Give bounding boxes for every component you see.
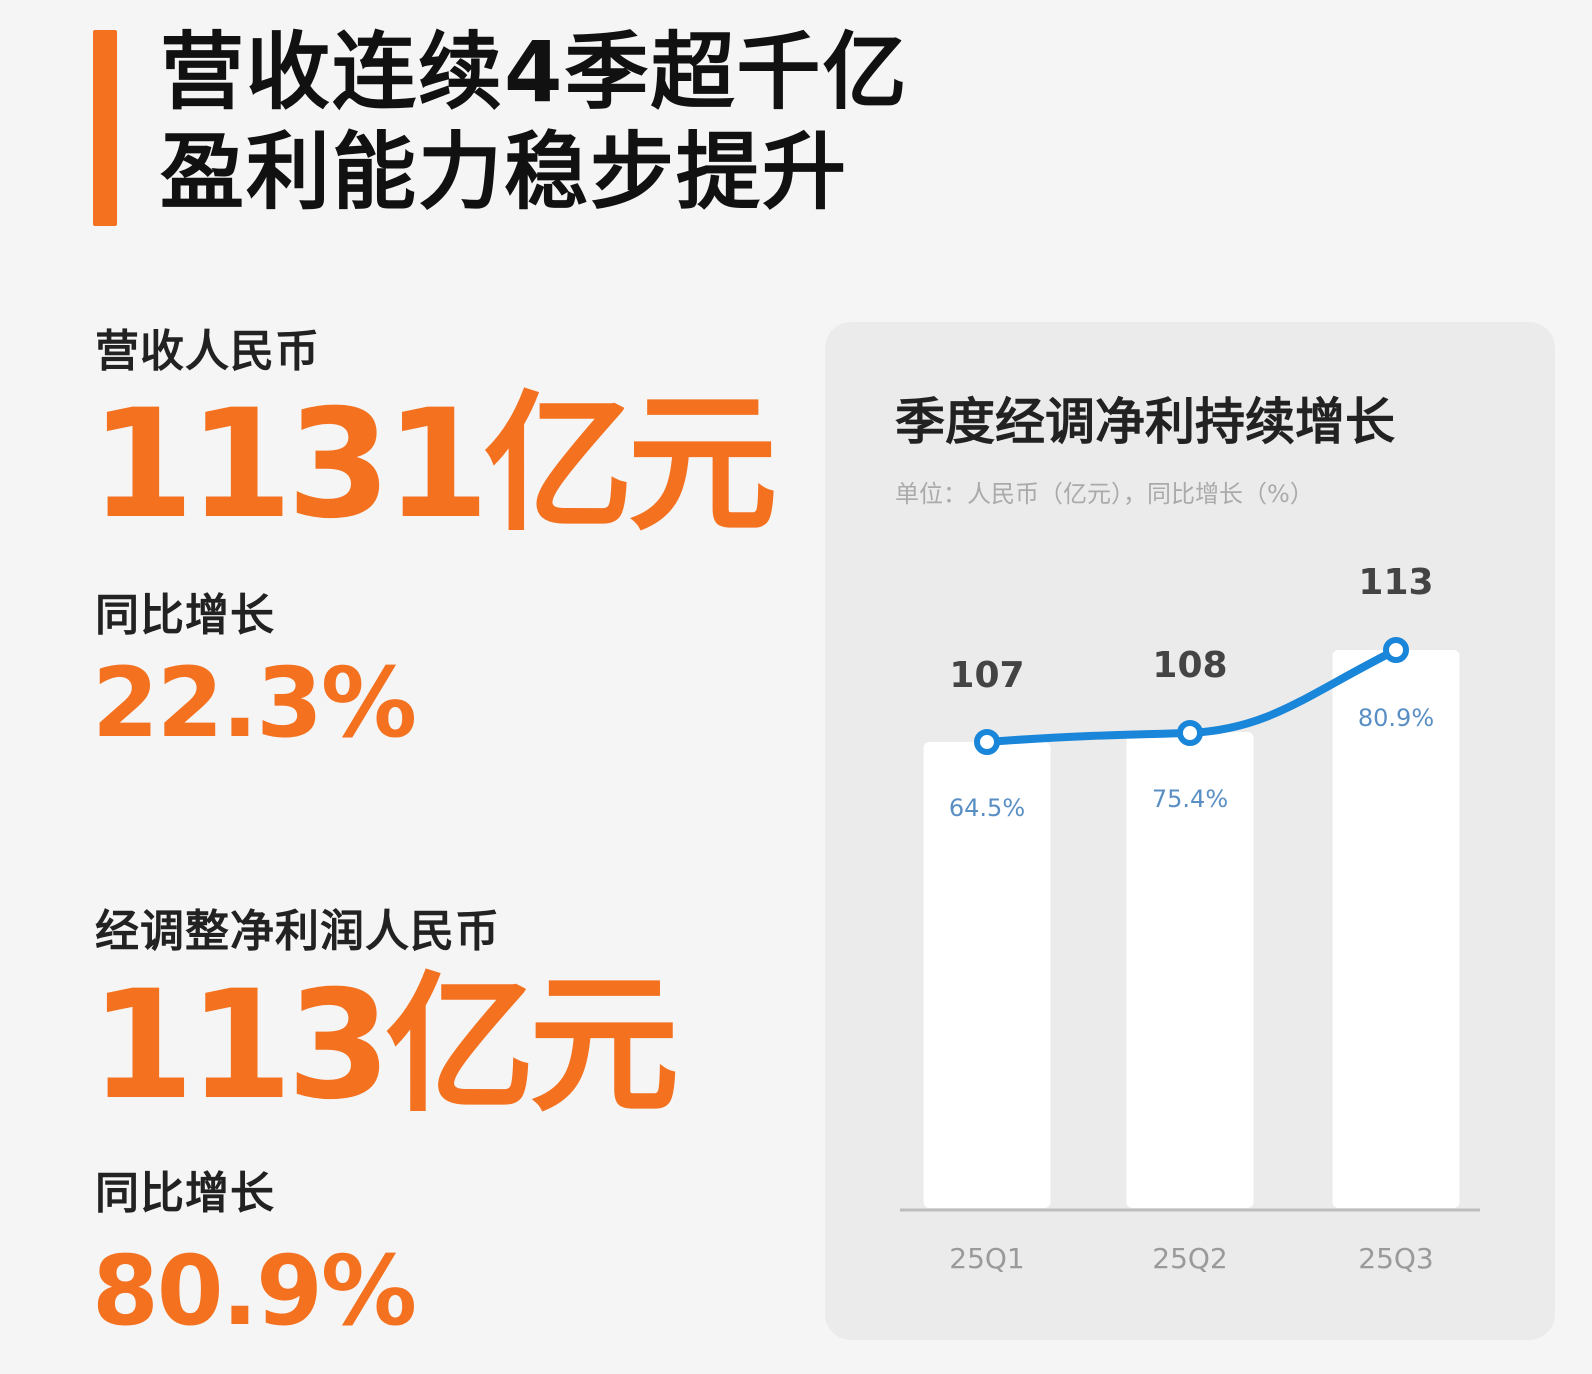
chart-card: 季度经调净利持续增长 单位：人民币（亿元），同比增长（%） 107 64.5% 25… bbox=[825, 322, 1555, 1340]
revenue-value: 1131亿元 bbox=[90, 378, 777, 552]
page-title: 营收连续4季超千亿 盈利能力稳步提升 bbox=[160, 22, 908, 222]
bar-25Q3 bbox=[1332, 650, 1460, 1208]
growth-pct-label: 80.9% bbox=[1358, 704, 1434, 732]
growth-point-marker bbox=[974, 729, 1000, 755]
revenue-label: 营收人民币 bbox=[95, 326, 320, 377]
title-line-1: 营收连续4季超千亿 bbox=[160, 23, 909, 121]
profit-growth-value: 80.9% bbox=[92, 1235, 417, 1347]
chart-title: 季度经调净利持续增长 bbox=[895, 393, 1395, 451]
growth-pct-label: 75.4% bbox=[1152, 785, 1228, 813]
revenue-growth-label: 同比增长 bbox=[95, 590, 275, 641]
x-axis-tick-label: 25Q2 bbox=[1152, 1242, 1227, 1275]
title-accent-bar bbox=[93, 30, 117, 226]
chart-plot: 107 64.5% 25Q1 108 75.4% 25Q2 113 80.9% 25Q3 bbox=[900, 562, 1480, 1275]
chart-subtitle: 单位：人民币（亿元），同比增长（%） bbox=[895, 480, 1314, 508]
profit-growth-label: 同比增长 bbox=[95, 1168, 275, 1219]
x-axis-tick-label: 25Q1 bbox=[949, 1242, 1024, 1275]
growth-point-marker bbox=[1383, 637, 1409, 663]
revenue-growth-value: 22.3% bbox=[92, 647, 417, 759]
growth-point-marker bbox=[1177, 720, 1203, 746]
bar-25Q1 bbox=[923, 742, 1051, 1208]
bar-value-label: 113 bbox=[1358, 562, 1433, 603]
bar-value-label: 107 bbox=[949, 655, 1024, 696]
bar-25Q2 bbox=[1126, 732, 1254, 1208]
x-axis-tick-label: 25Q3 bbox=[1358, 1242, 1433, 1275]
profit-label: 经调整净利润人民币 bbox=[95, 906, 500, 957]
title-line-2: 盈利能力稳步提升 bbox=[160, 123, 849, 221]
bar-value-label: 108 bbox=[1152, 645, 1227, 686]
growth-pct-label: 64.5% bbox=[949, 794, 1025, 822]
profit-value: 113亿元 bbox=[90, 959, 679, 1133]
